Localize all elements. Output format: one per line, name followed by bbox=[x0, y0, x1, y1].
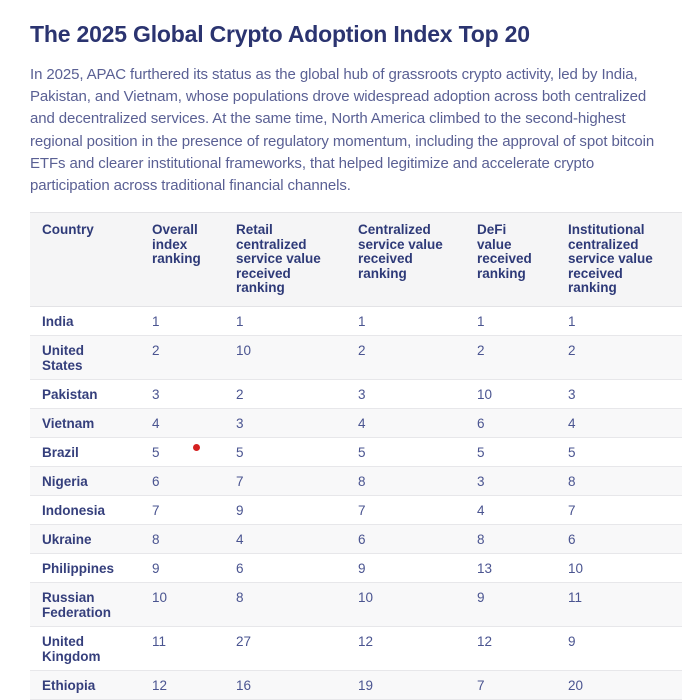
country-cell: Indonesia bbox=[30, 495, 140, 525]
ranking-cell: 11 bbox=[556, 582, 682, 627]
country-cell: India bbox=[30, 306, 140, 336]
ranking-cell: 6 bbox=[465, 408, 556, 438]
column-header: Country bbox=[30, 212, 140, 307]
ranking-cell: 10 bbox=[224, 335, 346, 380]
ranking-cell: 6 bbox=[224, 553, 346, 583]
ranking-cell: 2 bbox=[556, 335, 682, 380]
ranking-cell: 3 bbox=[140, 379, 224, 409]
ranking-cell: 5 bbox=[346, 437, 465, 467]
ranking-cell: 4 bbox=[346, 408, 465, 438]
ranking-cell: 12 bbox=[346, 626, 465, 671]
column-header: DeFi value received ranking bbox=[465, 212, 556, 307]
column-header: Overall index ranking bbox=[140, 212, 224, 307]
ranking-cell: 9 bbox=[140, 553, 224, 583]
country-cell: Vietnam bbox=[30, 408, 140, 438]
ranking-cell: 4 bbox=[465, 495, 556, 525]
ranking-cell: 2 bbox=[465, 335, 556, 380]
ranking-cell: 3 bbox=[465, 466, 556, 496]
ranking-cell: 10 bbox=[465, 379, 556, 409]
table-row: Ethiopia 12 16 19 7 20 bbox=[30, 670, 682, 700]
ranking-cell: 3 bbox=[556, 379, 682, 409]
country-cell: United States bbox=[30, 335, 140, 380]
ranking-cell: 6 bbox=[556, 524, 682, 554]
column-header: Retail centralized service value receive… bbox=[224, 212, 346, 307]
ranking-cell: 5 bbox=[140, 437, 224, 467]
ranking-cell: 8 bbox=[224, 582, 346, 627]
ranking-cell: 4 bbox=[140, 408, 224, 438]
ranking-cell: 9 bbox=[346, 553, 465, 583]
ranking-cell: 6 bbox=[140, 466, 224, 496]
ranking-cell: 1 bbox=[556, 306, 682, 336]
country-cell: Pakistan bbox=[30, 379, 140, 409]
ranking-cell: 1 bbox=[224, 306, 346, 336]
ranking-cell: 3 bbox=[346, 379, 465, 409]
ranking-cell: 7 bbox=[140, 495, 224, 525]
ranking-cell: 9 bbox=[556, 626, 682, 671]
ranking-cell: 20 bbox=[556, 670, 682, 700]
table-row: Russian Federation 10 8 10 9 11 bbox=[30, 582, 682, 627]
country-cell: Nigeria bbox=[30, 466, 140, 496]
ranking-cell: 5 bbox=[465, 437, 556, 467]
red-dot-marker bbox=[193, 444, 200, 451]
ranking-cell: 12 bbox=[465, 626, 556, 671]
ranking-cell: 7 bbox=[346, 495, 465, 525]
table-row: Vietnam 4 3 4 6 4 bbox=[30, 408, 682, 438]
ranking-cell: 5 bbox=[556, 437, 682, 467]
ranking-cell: 7 bbox=[224, 466, 346, 496]
column-header: Centralized service value received ranki… bbox=[346, 212, 465, 307]
table-header-row: Country Overall index ranking Retail centr… bbox=[30, 212, 682, 307]
ranking-cell: 7 bbox=[465, 670, 556, 700]
table-row: United Kingdom 11 27 12 12 9 bbox=[30, 626, 682, 671]
table-row: Brazil 5 5 5 5 5 bbox=[30, 437, 682, 467]
page-title: The 2025 Global Crypto Adoption Index To… bbox=[30, 21, 530, 47]
ranking-cell: 27 bbox=[224, 626, 346, 671]
ranking-cell: 19 bbox=[346, 670, 465, 700]
ranking-cell: 13 bbox=[465, 553, 556, 583]
table-body: India 1 1 1 1 1 United States 2 10 2 2 2 Pakistan 3 2 3… bbox=[30, 306, 682, 700]
table-row: India 1 1 1 1 1 bbox=[30, 306, 682, 336]
ranking-cell: 10 bbox=[140, 582, 224, 627]
ranking-cell: 2 bbox=[224, 379, 346, 409]
table-row: Philippines 9 6 9 13 10 bbox=[30, 553, 682, 583]
country-cell: Ethiopia bbox=[30, 670, 140, 700]
intro-paragraph: In 2025, APAC furthered its status as th… bbox=[30, 66, 655, 195]
country-cell: Philippines bbox=[30, 553, 140, 583]
ranking-cell: 8 bbox=[465, 524, 556, 554]
ranking-cell: 1 bbox=[465, 306, 556, 336]
ranking-cell: 6 bbox=[346, 524, 465, 554]
country-cell: Russian Federation bbox=[30, 582, 140, 627]
ranking-cell: 7 bbox=[556, 495, 682, 525]
ranking-cell: 2 bbox=[346, 335, 465, 380]
table-header: Country Overall index ranking Retail centr… bbox=[30, 212, 682, 307]
ranking-cell: 4 bbox=[556, 408, 682, 438]
table-row: Ukraine 8 4 6 8 6 bbox=[30, 524, 682, 554]
country-cell: United Kingdom bbox=[30, 626, 140, 671]
ranking-cell: 16 bbox=[224, 670, 346, 700]
adoption-index-table: Country Overall index ranking Retail centr… bbox=[30, 212, 682, 700]
ranking-cell: 8 bbox=[346, 466, 465, 496]
ranking-cell: 5 bbox=[224, 437, 346, 467]
table-row: United States 2 10 2 2 2 bbox=[30, 335, 682, 380]
ranking-cell: 8 bbox=[140, 524, 224, 554]
column-header: Institutional centralized service value … bbox=[556, 212, 682, 307]
country-cell: Brazil bbox=[30, 437, 140, 467]
ranking-cell: 1 bbox=[140, 306, 224, 336]
ranking-cell: 9 bbox=[465, 582, 556, 627]
ranking-cell: 12 bbox=[140, 670, 224, 700]
ranking-cell: 2 bbox=[140, 335, 224, 380]
ranking-cell: 10 bbox=[556, 553, 682, 583]
ranking-cell: 1 bbox=[346, 306, 465, 336]
ranking-cell: 4 bbox=[224, 524, 346, 554]
ranking-cell: 9 bbox=[224, 495, 346, 525]
ranking-cell: 11 bbox=[140, 626, 224, 671]
ranking-cell: 8 bbox=[556, 466, 682, 496]
table-row: Pakistan 3 2 3 10 3 bbox=[30, 379, 682, 409]
country-cell: Ukraine bbox=[30, 524, 140, 554]
table-row: Indonesia 7 9 7 4 7 bbox=[30, 495, 682, 525]
ranking-cell: 3 bbox=[224, 408, 346, 438]
ranking-cell: 10 bbox=[346, 582, 465, 627]
table-row: Nigeria 6 7 8 3 8 bbox=[30, 466, 682, 496]
